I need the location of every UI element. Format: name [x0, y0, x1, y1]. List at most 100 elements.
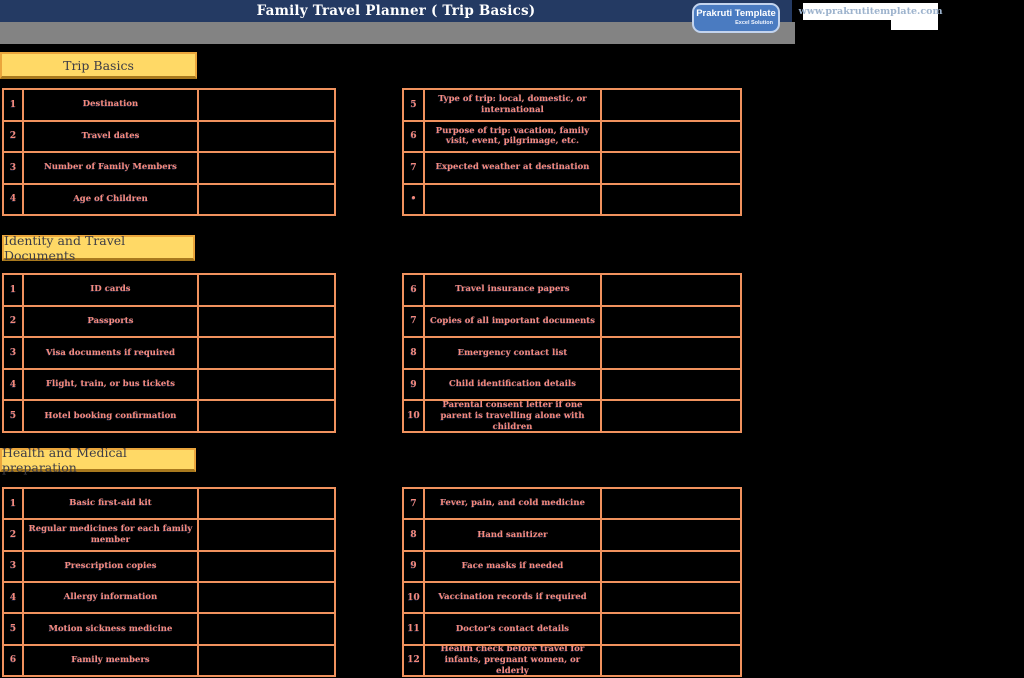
row-label	[425, 184, 600, 214]
row-value-cell[interactable]	[602, 153, 740, 183]
row-number: 2	[4, 121, 22, 151]
brand-badge-subtitle: Excel Solution	[735, 20, 773, 26]
checklist-table-left: 1 Basic first-aid kit 2 Regular medicines f…	[2, 487, 336, 677]
row-value-cell[interactable]	[602, 489, 740, 519]
row-value-cell[interactable]	[199, 583, 334, 613]
row-label: Hand sanitizer	[425, 520, 600, 550]
row-label: Child identification details	[425, 369, 600, 400]
row-value-cell[interactable]	[199, 184, 334, 214]
row-value-cell[interactable]	[602, 338, 740, 368]
row-label: Type of trip: local, domestic, or intern…	[425, 90, 600, 120]
row-number: 6	[404, 121, 423, 151]
row-value-cell[interactable]	[602, 90, 740, 120]
section-header-health-and-medical-preparation: Health and Medical preparation	[0, 444, 196, 475]
row-value-cell[interactable]	[602, 614, 740, 644]
row-label: Prescription copies	[24, 551, 197, 581]
row-value-cell[interactable]	[199, 520, 334, 550]
row-label: ID cards	[24, 275, 197, 305]
row-number: 4	[4, 369, 22, 400]
row-number: 10	[404, 583, 423, 613]
row-number: 6	[404, 275, 423, 305]
row-number: 10	[404, 401, 423, 431]
row-value-cell[interactable]	[199, 90, 334, 120]
page-title: Family Travel Planner ( Trip Basics)	[256, 3, 536, 19]
row-number: 7	[404, 489, 423, 519]
row-value-cell[interactable]	[199, 401, 334, 431]
row-value-cell[interactable]	[199, 551, 334, 581]
row-value-cell[interactable]	[602, 306, 740, 337]
row-number: 1	[4, 90, 22, 120]
row-value-cell[interactable]	[199, 121, 334, 151]
checklist-table-left: 1 ID cards 2 Passports 3 Visa documents if re…	[2, 273, 336, 433]
row-number: 9	[404, 551, 423, 581]
sub-header-bar	[0, 22, 795, 44]
row-label: Copies of all important documents	[425, 306, 600, 337]
row-value-cell[interactable]	[199, 338, 334, 368]
row-value-cell[interactable]	[199, 614, 334, 644]
row-value-cell[interactable]	[602, 369, 740, 400]
row-number: 8	[404, 520, 423, 550]
row-number: 3	[4, 338, 22, 368]
row-value-cell[interactable]	[602, 275, 740, 305]
row-number: 5	[404, 90, 423, 120]
row-label: Age of Children	[24, 184, 197, 214]
row-number: 3	[4, 153, 22, 183]
checklist-table-right: 7 Fever, pain, and cold medicine 8 Hand san…	[402, 487, 742, 677]
row-number: 12	[404, 645, 423, 675]
website-url-text: www.prakrutitemplate.com	[798, 6, 943, 17]
row-value-cell[interactable]	[602, 551, 740, 581]
website-link[interactable]: www.prakrutitemplate.com	[799, 3, 943, 20]
checklist-table-right: 6 Travel insurance papers 7 Copies of all i…	[402, 273, 742, 433]
row-value-cell[interactable]	[199, 369, 334, 400]
row-value-cell[interactable]	[602, 583, 740, 613]
row-label: Motion sickness medicine	[24, 614, 197, 644]
row-label: Destination	[24, 90, 197, 120]
row-number: 4	[4, 184, 22, 214]
row-label: Expected weather at destination	[425, 153, 600, 183]
row-number: 7	[404, 153, 423, 183]
section-title: Identity and Travel Documents	[4, 232, 126, 263]
row-number: 4	[4, 583, 22, 613]
row-label: Hotel booking confirmation	[24, 401, 197, 431]
section-title: Health and Medical preparation	[2, 444, 127, 475]
row-number: 3	[4, 551, 22, 581]
row-number: •	[404, 184, 423, 214]
row-label: Face masks if needed	[425, 551, 600, 581]
brand-badge-title: Prakruti Template	[696, 8, 776, 19]
brand-badge: Prakruti Template Excel Solution	[692, 3, 780, 33]
row-value-cell[interactable]	[199, 153, 334, 183]
row-number: 9	[404, 369, 423, 400]
title-bar: Family Travel Planner ( Trip Basics)	[0, 0, 792, 22]
row-value-cell[interactable]	[602, 184, 740, 214]
row-value-cell[interactable]	[602, 121, 740, 151]
section-header-identity-and-travel-documents: Identity and Travel Documents	[2, 232, 195, 263]
row-number: 1	[4, 275, 22, 305]
website-strip-extension	[891, 20, 938, 30]
row-number: 2	[4, 306, 22, 337]
row-label: Visa documents if required	[24, 338, 197, 368]
row-value-cell[interactable]	[602, 401, 740, 431]
row-value-cell[interactable]	[199, 645, 334, 675]
row-number: 8	[404, 338, 423, 368]
row-label: Vaccination records if required	[425, 583, 600, 613]
row-label: Allergy information	[24, 583, 197, 613]
row-label: Passports	[24, 306, 197, 337]
row-number: 2	[4, 520, 22, 550]
section-title: Trip Basics	[63, 57, 134, 73]
row-number: 1	[4, 489, 22, 519]
row-value-cell[interactable]	[199, 306, 334, 337]
row-value-cell[interactable]	[199, 275, 334, 305]
checklist-table-left: 1 Destination 2 Travel dates 3 Number of Fami…	[2, 88, 336, 216]
section-header-trip-basics: Trip Basics	[0, 52, 197, 79]
row-value-cell[interactable]	[199, 489, 334, 519]
row-number: 11	[404, 614, 423, 644]
row-number: 7	[404, 306, 423, 337]
row-label: Fever, pain, and cold medicine	[425, 489, 600, 519]
row-label: Basic first-aid kit	[24, 489, 197, 519]
row-value-cell[interactable]	[602, 520, 740, 550]
row-value-cell[interactable]	[602, 645, 740, 675]
row-label: Travel dates	[24, 121, 197, 151]
row-label: Regular medicines for each family member	[24, 520, 197, 550]
row-label: Family members	[24, 645, 197, 675]
